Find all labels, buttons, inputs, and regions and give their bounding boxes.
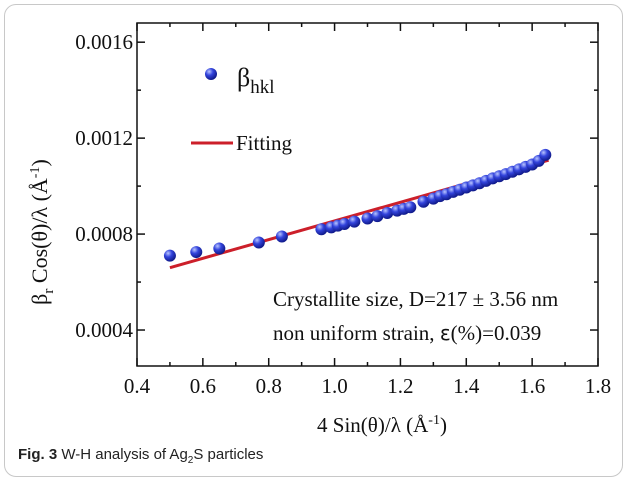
data-point	[348, 215, 361, 228]
x-tick-label: 1.2	[387, 374, 413, 398]
x-tick-label: 1.0	[321, 374, 347, 398]
data-point	[417, 195, 430, 208]
x-tick-label: 0.8	[256, 374, 282, 398]
data-point	[315, 223, 328, 236]
data-point	[213, 242, 226, 255]
y-tick-label: 0.0004	[75, 318, 133, 342]
annotation-crystallite-size: Crystallite size, D=217 ± 3.56 nm	[273, 287, 558, 311]
legend-label-points: βhkl	[237, 63, 275, 98]
data-point	[539, 148, 552, 161]
x-tick-label: 1.4	[453, 374, 480, 398]
y-tick-label: 0.0008	[75, 222, 133, 246]
data-point	[361, 212, 374, 225]
figure-caption: Fig. 3 W-H analysis of Ag2S particles	[18, 446, 264, 466]
y-axis-label: βr Cos(θ)/λ (Å-1)	[27, 159, 57, 305]
data-point	[163, 249, 176, 262]
x-tick-label: 1.6	[519, 374, 545, 398]
y-tick-label: 0.0016	[75, 30, 133, 54]
x-tick-label: 0.6	[190, 374, 216, 398]
data-point	[275, 230, 288, 243]
data-point	[381, 206, 394, 219]
legend-marker-points	[205, 68, 217, 80]
data-point	[404, 201, 417, 214]
data-point	[338, 218, 351, 231]
beta-hkl-points	[163, 148, 552, 262]
x-tick-label: 0.4	[124, 374, 151, 398]
x-tick-labels: 0.4 0.6 0.8 1.0 1.2 1.4 1.6 1.8	[124, 374, 611, 398]
axis-ticks	[136, 23, 599, 366]
data-point	[371, 210, 384, 223]
x-tick-label: 1.8	[585, 374, 611, 398]
annotation-strain: non uniform strain, ε(%)=0.039	[273, 321, 541, 345]
y-tick-label: 0.0012	[75, 126, 133, 150]
data-point	[190, 246, 203, 259]
legend-label-fit: Fitting	[236, 131, 293, 155]
y-tick-labels: 0.0004 0.0008 0.0012 0.0016	[75, 30, 133, 342]
x-axis-label: 4 Sin(θ)/λ (Å-1)	[317, 413, 447, 437]
figure-frame	[4, 4, 623, 477]
data-point	[252, 236, 265, 249]
